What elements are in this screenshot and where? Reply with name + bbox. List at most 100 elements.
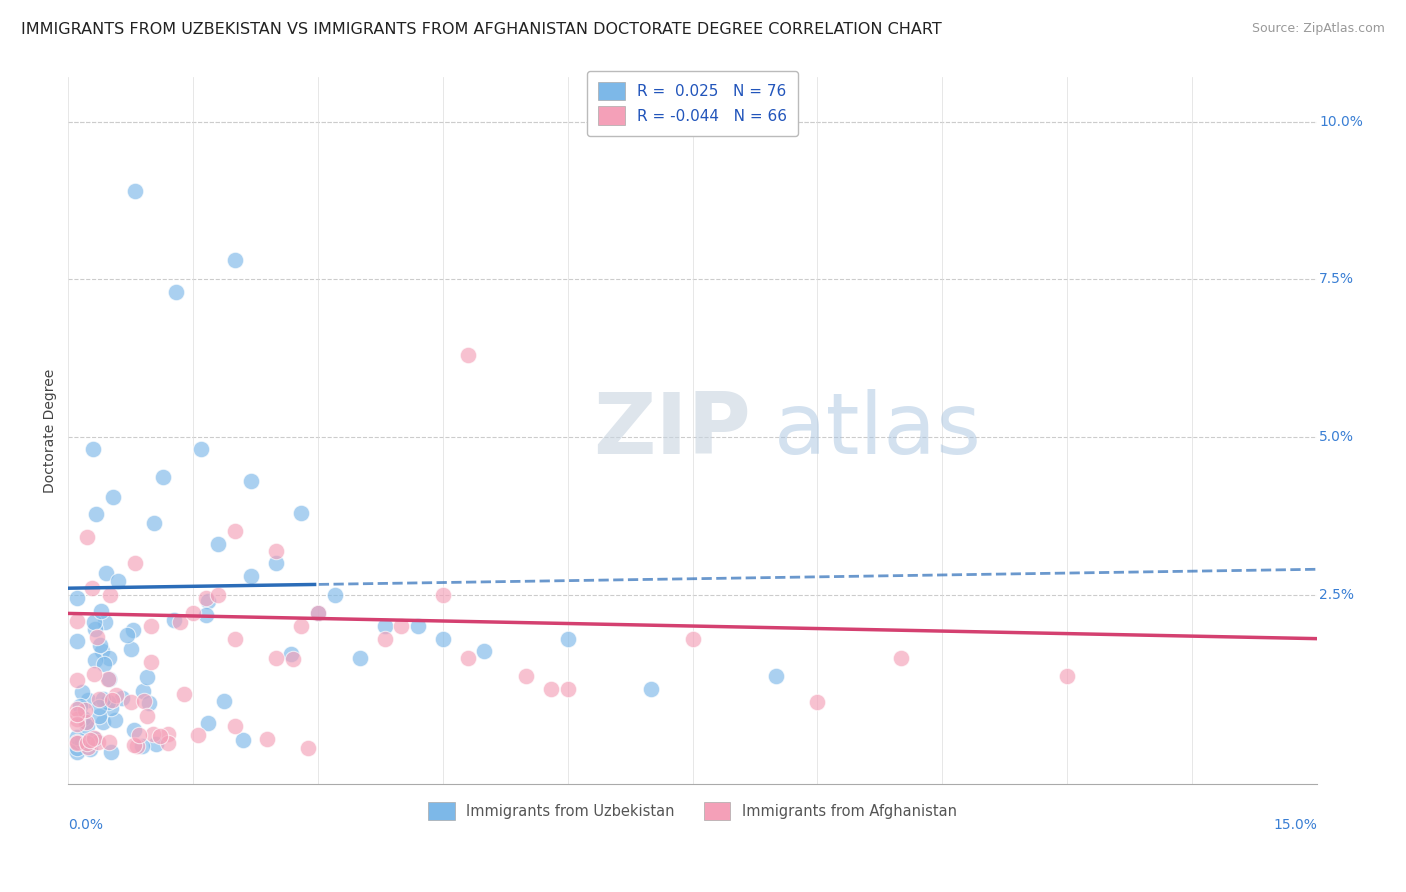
Point bbox=[890, 650, 912, 665]
Point bbox=[149, 729, 172, 743]
Point bbox=[195, 607, 218, 622]
Point bbox=[107, 574, 129, 589]
Point bbox=[765, 669, 787, 683]
Point bbox=[111, 690, 134, 705]
Point bbox=[682, 632, 704, 646]
Point bbox=[82, 442, 104, 457]
Point bbox=[76, 530, 98, 544]
Point bbox=[79, 733, 101, 747]
Point bbox=[89, 692, 111, 706]
Point bbox=[432, 587, 454, 601]
Point bbox=[103, 490, 125, 504]
Point bbox=[94, 566, 117, 581]
Point bbox=[266, 650, 288, 665]
Point bbox=[540, 682, 562, 697]
Point bbox=[290, 619, 312, 633]
Point bbox=[141, 655, 163, 669]
Text: 0.0%: 0.0% bbox=[69, 818, 103, 832]
Point bbox=[281, 652, 304, 666]
Point bbox=[224, 524, 246, 539]
Text: ZIP: ZIP bbox=[593, 389, 751, 472]
Point bbox=[90, 644, 112, 658]
Point bbox=[290, 506, 312, 520]
Point bbox=[65, 712, 87, 726]
Point bbox=[84, 622, 107, 636]
Point bbox=[128, 728, 150, 742]
Point bbox=[132, 694, 155, 708]
Point bbox=[97, 672, 120, 686]
Point bbox=[65, 634, 87, 648]
Legend: Immigrants from Uzbekistan, Immigrants from Afghanistan: Immigrants from Uzbekistan, Immigrants f… bbox=[422, 797, 963, 826]
Point bbox=[181, 607, 204, 621]
Point bbox=[70, 684, 93, 698]
Point bbox=[65, 707, 87, 722]
Point bbox=[96, 694, 118, 708]
Point bbox=[131, 739, 153, 754]
Point bbox=[224, 253, 246, 268]
Point bbox=[65, 716, 87, 731]
Point bbox=[163, 613, 186, 627]
Point bbox=[152, 470, 174, 484]
Point bbox=[197, 594, 219, 608]
Point bbox=[83, 615, 105, 629]
Point bbox=[76, 736, 98, 750]
Point bbox=[406, 619, 429, 633]
Point bbox=[169, 615, 191, 630]
Point bbox=[98, 735, 121, 749]
Point bbox=[136, 709, 159, 723]
Point bbox=[65, 731, 87, 745]
Point bbox=[232, 733, 254, 747]
Point bbox=[75, 714, 97, 729]
Point bbox=[195, 591, 218, 605]
Text: 15.0%: 15.0% bbox=[1272, 818, 1317, 832]
Point bbox=[136, 670, 159, 684]
Point bbox=[87, 735, 110, 749]
Text: IMMIGRANTS FROM UZBEKISTAN VS IMMIGRANTS FROM AFGHANISTAN DOCTORATE DEGREE CORRE: IMMIGRANTS FROM UZBEKISTAN VS IMMIGRANTS… bbox=[21, 22, 942, 37]
Point bbox=[173, 687, 195, 701]
Point bbox=[115, 628, 138, 642]
Point bbox=[307, 607, 329, 621]
Point bbox=[65, 673, 87, 688]
Point bbox=[76, 718, 98, 732]
Point bbox=[70, 733, 93, 747]
Point bbox=[83, 731, 105, 745]
Point bbox=[100, 693, 122, 707]
Point bbox=[65, 591, 87, 605]
Point bbox=[374, 619, 396, 633]
Point bbox=[89, 700, 111, 714]
Point bbox=[98, 587, 121, 601]
Point bbox=[94, 615, 117, 629]
Text: Source: ZipAtlas.com: Source: ZipAtlas.com bbox=[1251, 22, 1385, 36]
Point bbox=[120, 695, 142, 709]
Point bbox=[187, 728, 209, 742]
Point bbox=[212, 694, 235, 708]
Point bbox=[69, 699, 91, 714]
Text: 7.5%: 7.5% bbox=[1319, 272, 1354, 286]
Point bbox=[145, 737, 167, 751]
Point bbox=[156, 736, 179, 750]
Point bbox=[256, 731, 278, 746]
Point bbox=[640, 682, 662, 697]
Point bbox=[65, 701, 87, 715]
Point bbox=[91, 714, 114, 729]
Point bbox=[157, 727, 180, 741]
Y-axis label: Doctorate Degree: Doctorate Degree bbox=[44, 368, 58, 492]
Point bbox=[240, 474, 263, 488]
Point bbox=[124, 556, 146, 570]
Point bbox=[432, 632, 454, 646]
Point bbox=[142, 727, 165, 741]
Point bbox=[165, 285, 187, 299]
Point bbox=[197, 715, 219, 730]
Point bbox=[132, 684, 155, 698]
Point bbox=[515, 669, 537, 683]
Point bbox=[224, 719, 246, 733]
Point bbox=[323, 587, 346, 601]
Text: atlas: atlas bbox=[773, 389, 981, 472]
Point bbox=[100, 745, 122, 759]
Point bbox=[86, 630, 108, 644]
Point bbox=[83, 653, 105, 667]
Point bbox=[89, 709, 111, 723]
Point bbox=[374, 632, 396, 646]
Point bbox=[120, 641, 142, 656]
Point bbox=[73, 703, 96, 717]
